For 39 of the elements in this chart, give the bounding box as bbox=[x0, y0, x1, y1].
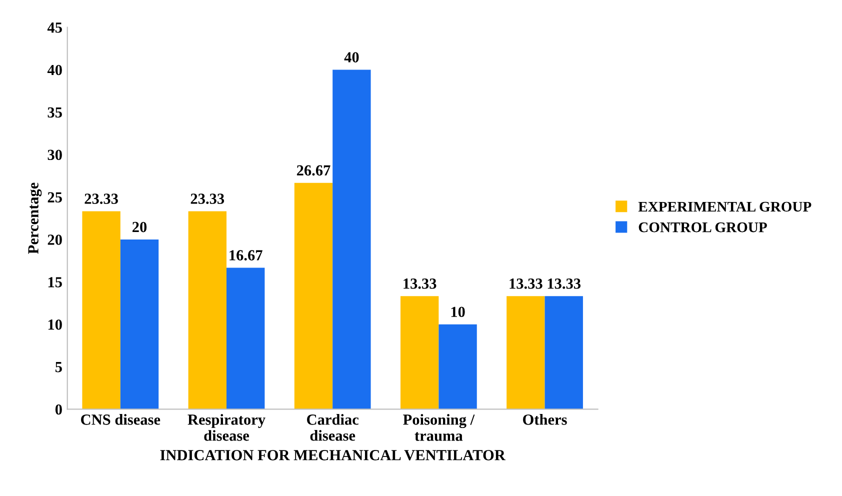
y-tick-label: 25 bbox=[48, 192, 62, 202]
bar bbox=[400, 296, 439, 410]
data-label: 40 bbox=[344, 52, 359, 62]
x-tick-label: Cardiac disease bbox=[307, 414, 359, 441]
x-tick-label: Others bbox=[523, 414, 567, 425]
legend-label: CONTROL GROUP bbox=[638, 222, 767, 232]
x-tick-label: CNS disease bbox=[81, 414, 160, 425]
bar bbox=[82, 211, 120, 410]
data-label: 13.33 bbox=[510, 278, 542, 289]
y-tick-label: 35 bbox=[48, 107, 62, 118]
bar bbox=[506, 296, 545, 410]
y-tick-label: 5 bbox=[55, 362, 62, 372]
y-axis-title: Percentage bbox=[28, 182, 42, 254]
bar bbox=[120, 239, 159, 410]
x-tick-label: Poisoning / trauma bbox=[403, 414, 475, 441]
y-tick-label: 40 bbox=[47, 64, 62, 76]
data-label: 13.33 bbox=[404, 278, 436, 289]
x-tick-label: Respiratory disease bbox=[188, 414, 266, 441]
data-label: 23.33 bbox=[84, 194, 118, 204]
bar bbox=[294, 182, 333, 410]
bar bbox=[438, 324, 477, 410]
bar bbox=[226, 268, 265, 410]
data-label: 10 bbox=[451, 306, 465, 318]
y-tick-label: 0 bbox=[55, 404, 62, 415]
y-tick-label: 45 bbox=[47, 22, 62, 33]
legend-label: EXPERIMENTAL GROUP bbox=[638, 202, 812, 212]
data-label: 13.33 bbox=[548, 278, 581, 289]
data-label: 23.33 bbox=[190, 194, 224, 204]
y-tick-label: 10 bbox=[48, 319, 62, 330]
bar bbox=[188, 211, 226, 410]
y-tick-label: 20 bbox=[48, 234, 62, 245]
data-label: 26.67 bbox=[296, 165, 330, 176]
bar bbox=[332, 70, 371, 410]
bar bbox=[544, 296, 583, 410]
y-tick-label: 30 bbox=[48, 150, 62, 160]
x-axis-title: INDICATION FOR MECHANICAL VENTILATOR bbox=[160, 450, 506, 460]
data-label: 16.67 bbox=[230, 250, 262, 261]
data-label: 20 bbox=[132, 222, 147, 232]
y-tick-label: 15 bbox=[48, 277, 62, 288]
